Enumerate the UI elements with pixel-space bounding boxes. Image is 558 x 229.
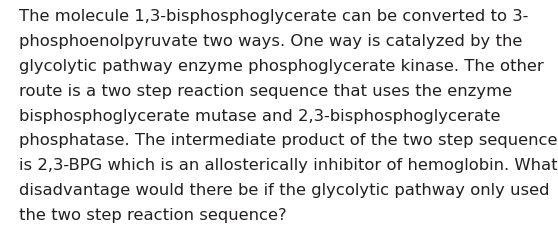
Text: is 2,3-BPG which is an allosterically inhibitor of hemoglobin. What: is 2,3-BPG which is an allosterically in… [19,158,557,172]
Text: route is a two step reaction sequence that uses the enzyme: route is a two step reaction sequence th… [19,83,512,98]
Text: The molecule 1,3-bisphosphoglycerate can be converted to 3-: The molecule 1,3-bisphosphoglycerate can… [19,9,528,24]
Text: glycolytic pathway enzyme phosphoglycerate kinase. The other: glycolytic pathway enzyme phosphoglycera… [19,59,543,74]
Text: the two step reaction sequence?: the two step reaction sequence? [19,207,287,222]
Text: phosphoenolpyruvate two ways. One way is catalyzed by the: phosphoenolpyruvate two ways. One way is… [19,34,522,49]
Text: bisphosphoglycerate mutase and 2,3-bisphosphoglycerate: bisphosphoglycerate mutase and 2,3-bisph… [19,108,501,123]
Text: disadvantage would there be if the glycolytic pathway only used: disadvantage would there be if the glyco… [19,182,550,197]
Text: phosphatase. The intermediate product of the two step sequence: phosphatase. The intermediate product of… [19,133,557,148]
